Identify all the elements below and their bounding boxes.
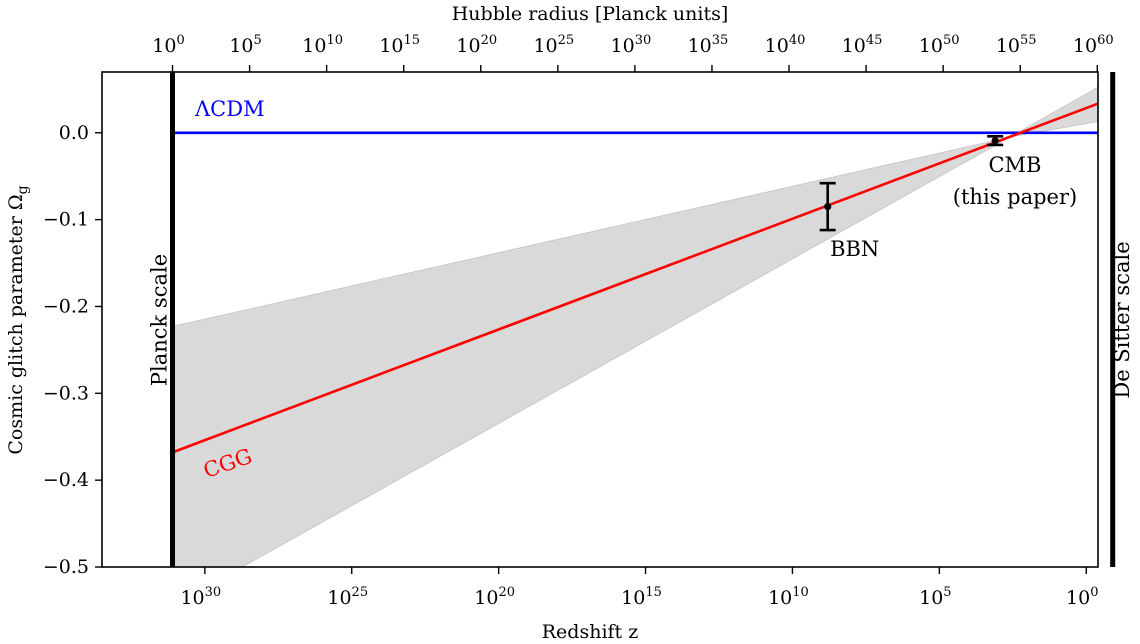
top-tick-label-5: 105 — [229, 33, 261, 57]
bottom-tick-label-0-base: 10 — [1066, 587, 1090, 609]
y-axis-label: Cosmic glitch parameter Ωg — [5, 185, 31, 454]
top-tick-label-0-base: 10 — [152, 35, 176, 57]
bottom-tick-label-20-exponent: 20 — [498, 585, 515, 600]
y-axis-label-subscript: g — [15, 185, 31, 194]
planck-scale-label: Planck scale — [148, 254, 172, 386]
y-tick-label-5: −0.5 — [43, 556, 89, 578]
bottom-tick-label-25-exponent: 25 — [352, 585, 369, 600]
top-tick-label-30: 1030 — [611, 33, 652, 57]
bottom-tick-label-30-exponent: 30 — [205, 585, 222, 600]
top-tick-label-15-base: 10 — [379, 35, 403, 57]
top-tick-label-25: 1025 — [533, 33, 574, 57]
y-tick-label-2: −0.2 — [43, 295, 89, 317]
bottom-tick-label-5: 105 — [919, 585, 951, 609]
x-axis-label: Redshift z — [542, 621, 639, 643]
top-tick-label-30-base: 10 — [611, 35, 635, 57]
x-axis-label-text: Redshift z — [542, 621, 639, 643]
top-tick-label-50: 1050 — [919, 33, 960, 57]
y-tick-label-1: −0.1 — [43, 209, 89, 231]
cmb-sublabel: (this paper) — [953, 185, 1077, 209]
top-tick-label-60-base: 10 — [1073, 35, 1097, 57]
top-tick-label-25-base: 10 — [533, 35, 557, 57]
top-tick-label-20-base: 10 — [456, 35, 480, 57]
top-tick-label-0-exponent: 0 — [176, 33, 184, 48]
bottom-tick-label-0-exponent: 0 — [1090, 585, 1098, 600]
top-x-axis-label: Hubble radius [Planck units] — [452, 3, 729, 25]
top-tick-label-50-exponent: 50 — [943, 33, 960, 48]
bottom-tick-label-30: 1030 — [180, 585, 221, 609]
lcdm-series-label: ΛCDM — [194, 97, 265, 121]
scale-lines-layer — [170, 72, 1116, 567]
bottom-tick-label-10-base: 10 — [768, 587, 792, 609]
bottom-tick-label-30-base: 10 — [180, 587, 204, 609]
bottom-tick-label-15-base: 10 — [621, 587, 645, 609]
y-tick-label-0: 0.0 — [59, 122, 89, 144]
top-tick-label-10-base: 10 — [302, 35, 326, 57]
top-tick-label-10-exponent: 10 — [326, 33, 343, 48]
bottom-tick-label-5-exponent: 5 — [943, 585, 951, 600]
top-tick-label-60-exponent: 60 — [1097, 33, 1114, 48]
top-tick-label-35-exponent: 35 — [712, 33, 729, 48]
top-tick-label-0: 100 — [152, 33, 184, 57]
top-tick-label-15-exponent: 15 — [404, 33, 421, 48]
top-tick-label-35-base: 10 — [688, 35, 712, 57]
bottom-tick-label-10: 1010 — [768, 585, 809, 609]
top-tick-label-40-base: 10 — [765, 35, 789, 57]
top-tick-label-45: 1045 — [842, 33, 883, 57]
top-tick-label-60: 1060 — [1073, 33, 1114, 57]
top-tick-label-50-base: 10 — [919, 35, 943, 57]
bottom-tick-label-20: 1020 — [474, 585, 515, 609]
top-tick-label-20-exponent: 20 — [481, 33, 498, 48]
top-tick-label-45-base: 10 — [842, 35, 866, 57]
top-tick-label-20: 1020 — [456, 33, 497, 57]
y-axis-label-text: Cosmic glitch parameter Ω — [5, 194, 27, 454]
top-tick-label-55-base: 10 — [996, 35, 1020, 57]
uncertainty-band-layer — [172, 86, 1098, 567]
top-tick-label-5-exponent: 5 — [254, 33, 262, 48]
plot-frame — [101, 71, 1099, 568]
y-tick-label-4: −0.4 — [43, 469, 89, 491]
top-tick-label-15: 1015 — [379, 33, 420, 57]
uncertainty-band — [172, 86, 1098, 567]
bottom-tick-label-5-base: 10 — [919, 587, 943, 609]
bbn-label: BBN — [830, 237, 879, 261]
top-tick-label-40-exponent: 40 — [789, 33, 806, 48]
top-tick-label-55-exponent: 55 — [1020, 33, 1037, 48]
series-line-cgg — [172, 102, 1098, 454]
top-tick-label-35: 1035 — [688, 33, 729, 57]
top-tick-label-40: 1040 — [765, 33, 806, 57]
error-points-layer — [819, 134, 1004, 232]
bottom-tick-label-20-base: 10 — [474, 587, 498, 609]
bottom-tick-label-25: 1025 — [327, 585, 368, 609]
top-tick-label-55: 1055 — [996, 33, 1037, 57]
top-tick-label-45-exponent: 45 — [866, 33, 883, 48]
top-tick-label-25-exponent: 25 — [558, 33, 575, 48]
top-tick-label-30-exponent: 30 — [635, 33, 652, 48]
bottom-tick-label-15: 1015 — [621, 585, 662, 609]
top-tick-label-10: 1010 — [302, 33, 343, 57]
bbn-point — [824, 203, 832, 211]
y-tick-label-3: −0.3 — [43, 382, 89, 404]
top-tick-label-5-base: 10 — [229, 35, 253, 57]
bottom-tick-label-15-exponent: 15 — [645, 585, 662, 600]
bottom-tick-label-10-exponent: 10 — [792, 585, 809, 600]
desitter-scale-label: De Sitter scale — [1110, 241, 1134, 398]
cmb-point — [991, 137, 999, 145]
series-lines-layer — [172, 102, 1098, 454]
cmb-label: CMB — [988, 153, 1041, 177]
bottom-tick-label-0: 100 — [1066, 585, 1098, 609]
bottom-tick-label-25-base: 10 — [327, 587, 351, 609]
